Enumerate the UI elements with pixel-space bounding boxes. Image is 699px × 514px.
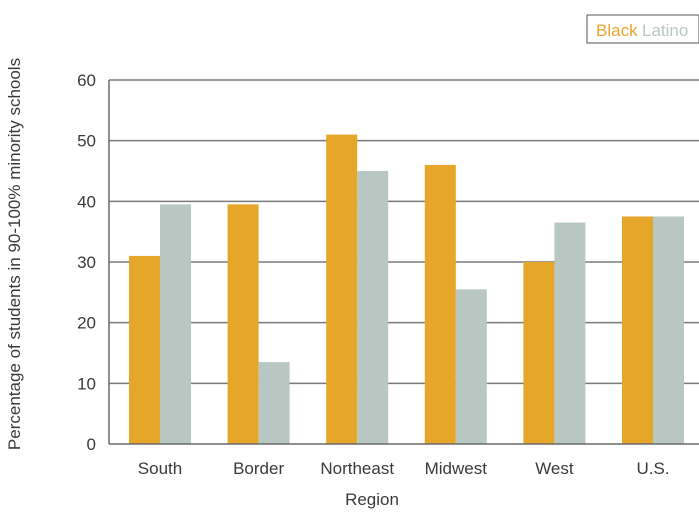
axes	[108, 80, 699, 445]
bar-latino-midwest	[455, 289, 487, 444]
x-tick-label: U.S.	[636, 459, 669, 478]
bar-black-u-s-	[622, 216, 653, 444]
bar-latino-west	[554, 222, 586, 444]
bar-black-northeast	[326, 134, 358, 444]
legend-label-black: Black	[596, 21, 638, 40]
grid-lines	[109, 79, 699, 385]
x-tick-label: South	[138, 459, 182, 478]
x-axis-title: Region	[345, 490, 399, 509]
y-tick-label: 50	[77, 132, 96, 151]
y-tick-label: 40	[77, 192, 96, 211]
x-tick-labels: South Border Northeast Midwest West U.S.	[138, 459, 670, 478]
x-tick-label: Northeast	[320, 459, 394, 478]
y-tick-label: 10	[77, 374, 96, 393]
y-tick-label: 60	[77, 71, 96, 90]
y-axis-title: Percentage of students in 90-100% minori…	[5, 58, 24, 450]
legend-label-latino: Latino	[642, 21, 688, 40]
y-tick-label: 0	[87, 435, 96, 454]
x-tick-label: Border	[233, 459, 284, 478]
legend: Black Latino	[586, 14, 699, 44]
bar-latino-northeast	[357, 171, 389, 444]
bar-black-border	[227, 204, 259, 444]
bar-latino-border	[258, 362, 290, 444]
x-tick-label: Midwest	[425, 459, 488, 478]
bar-black-midwest	[424, 164, 456, 444]
y-tick-label: 30	[77, 253, 96, 272]
bar-latino-u-s-	[653, 216, 684, 444]
legend-box	[586, 14, 699, 44]
y-tick-labels: 0 10 20 30 40 50 60	[77, 71, 96, 454]
x-tick-label: West	[535, 459, 574, 478]
bar-black-west	[523, 262, 555, 444]
bar-black-south	[129, 255, 160, 444]
bar-latino-south	[160, 204, 191, 444]
y-tick-label: 20	[77, 314, 96, 333]
bars	[129, 134, 684, 444]
